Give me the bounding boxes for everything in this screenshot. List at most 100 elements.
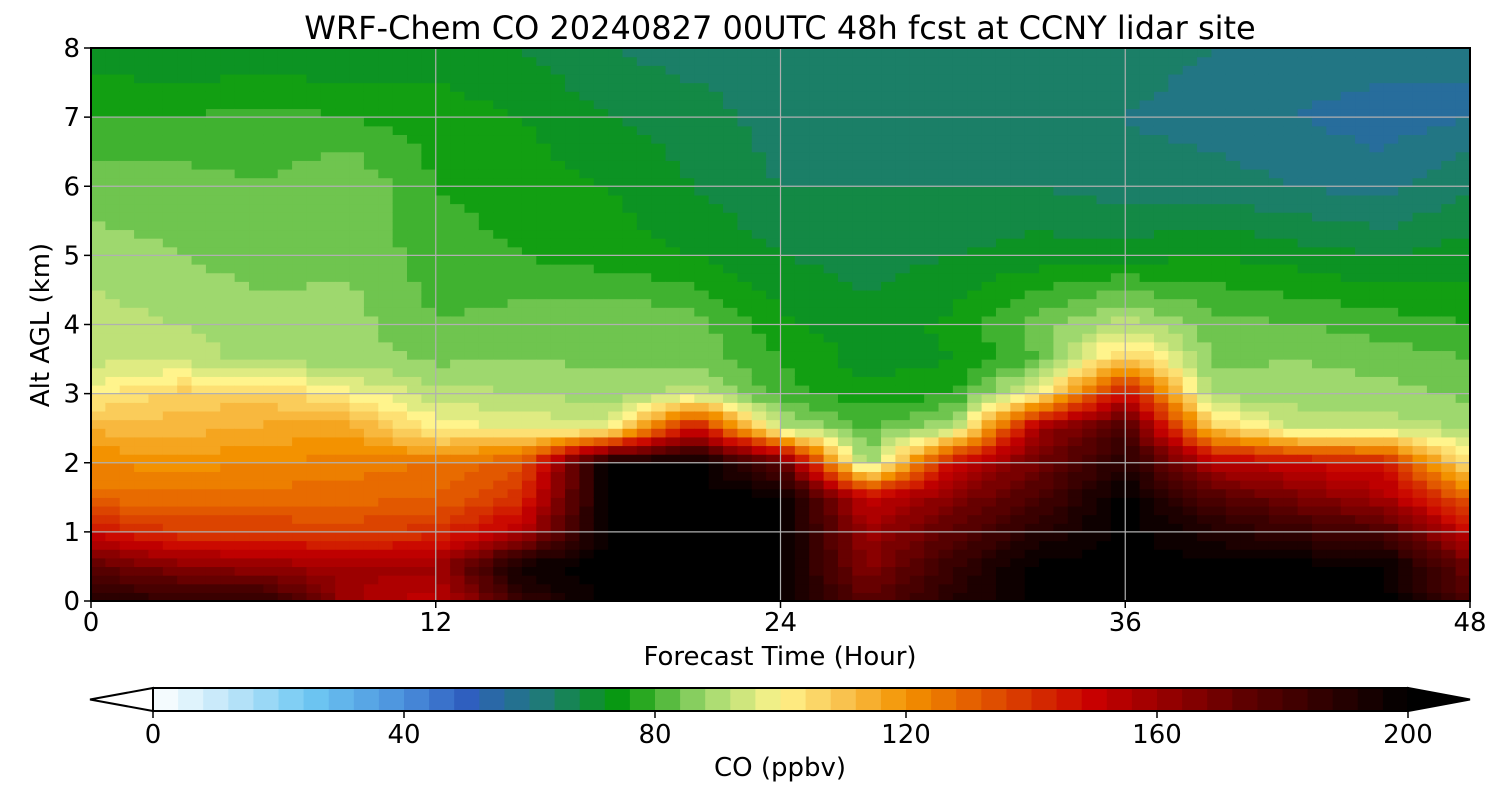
co-cell bbox=[363, 557, 379, 568]
co-cell bbox=[335, 255, 351, 265]
co-cell bbox=[335, 575, 351, 585]
co-cell bbox=[809, 350, 825, 360]
co-cell bbox=[967, 384, 983, 395]
co-cell bbox=[651, 91, 667, 101]
co-cell bbox=[220, 168, 236, 179]
co-cell bbox=[521, 549, 537, 559]
co-cell bbox=[967, 255, 983, 265]
co-cell bbox=[593, 583, 609, 593]
co-cell bbox=[220, 540, 236, 550]
co-cell bbox=[995, 108, 1011, 118]
co-cell bbox=[550, 367, 566, 377]
co-cell bbox=[1067, 436, 1083, 447]
co-cell bbox=[881, 505, 897, 516]
co-cell bbox=[478, 99, 494, 110]
co-cell bbox=[694, 238, 710, 248]
co-cell bbox=[952, 566, 968, 576]
co-cell bbox=[895, 134, 911, 144]
co-cell bbox=[220, 246, 236, 256]
co-cell bbox=[909, 384, 925, 395]
co-cell bbox=[1110, 359, 1126, 369]
co-cell bbox=[464, 531, 480, 542]
co-cell bbox=[952, 428, 968, 438]
co-cell bbox=[608, 324, 624, 334]
co-cell bbox=[306, 117, 322, 127]
co-cell bbox=[852, 194, 868, 205]
co-cell bbox=[1096, 160, 1112, 170]
co-cell bbox=[335, 143, 351, 153]
co-cell bbox=[349, 462, 365, 472]
co-cell bbox=[450, 108, 466, 118]
co-cell bbox=[751, 436, 767, 447]
co-cell bbox=[162, 566, 178, 576]
co-cell bbox=[1125, 203, 1141, 213]
co-cell bbox=[148, 255, 164, 265]
co-cell bbox=[622, 48, 638, 58]
co-cell bbox=[392, 65, 408, 75]
co-cell bbox=[249, 212, 264, 222]
co-cell bbox=[493, 134, 509, 144]
co-cell bbox=[1082, 151, 1098, 161]
co-cell bbox=[550, 229, 566, 239]
co-cell bbox=[622, 289, 638, 300]
co-cell bbox=[249, 454, 264, 464]
co-cell bbox=[694, 264, 710, 274]
co-cell bbox=[105, 186, 121, 196]
co-cell bbox=[952, 592, 968, 602]
co-cell bbox=[1182, 583, 1198, 593]
co-cell bbox=[421, 402, 437, 412]
co-cell bbox=[909, 117, 925, 127]
co-cell bbox=[723, 99, 738, 110]
co-cell bbox=[694, 359, 710, 369]
co-cell bbox=[766, 341, 782, 352]
co-cell bbox=[967, 341, 983, 352]
co-cell bbox=[579, 134, 595, 144]
co-cell bbox=[450, 531, 466, 542]
co-cell bbox=[593, 480, 609, 490]
co-cell bbox=[421, 65, 437, 75]
co-cell bbox=[938, 194, 954, 205]
co-cell bbox=[1024, 367, 1040, 377]
co-cell bbox=[407, 350, 422, 360]
co-cell bbox=[794, 384, 810, 395]
co-cell bbox=[421, 48, 437, 58]
co-cell bbox=[220, 471, 236, 481]
co-cell bbox=[837, 134, 853, 144]
co-cell bbox=[608, 367, 624, 377]
co-cell bbox=[737, 203, 753, 213]
co-cell bbox=[335, 324, 351, 334]
co-cell bbox=[1053, 212, 1069, 222]
co-cell bbox=[493, 255, 509, 265]
co-cell bbox=[1053, 246, 1069, 256]
co-cell bbox=[1053, 82, 1069, 92]
co-cell bbox=[837, 480, 853, 490]
co-cell bbox=[1168, 540, 1184, 550]
co-cell bbox=[119, 177, 135, 187]
co-cell bbox=[751, 82, 767, 92]
co-cell bbox=[134, 307, 150, 317]
co-cell bbox=[967, 592, 983, 602]
co-cell bbox=[723, 531, 738, 542]
co-cell bbox=[148, 497, 164, 507]
co-cell bbox=[665, 583, 681, 593]
co-cell bbox=[665, 264, 681, 274]
co-cell bbox=[1110, 393, 1126, 403]
co-cell bbox=[320, 454, 336, 464]
co-cell bbox=[593, 298, 609, 308]
co-cell bbox=[608, 229, 624, 239]
co-cell bbox=[723, 82, 738, 92]
co-cell bbox=[1197, 229, 1213, 239]
co-cell bbox=[794, 445, 810, 455]
co-cell bbox=[249, 410, 264, 421]
co-cell bbox=[392, 91, 408, 101]
co-cell bbox=[435, 367, 451, 377]
co-cell bbox=[378, 583, 394, 593]
co-cell bbox=[435, 549, 451, 559]
co-cell bbox=[837, 531, 853, 542]
co-cell bbox=[349, 393, 365, 403]
co-cell bbox=[205, 168, 221, 179]
co-cell bbox=[608, 186, 624, 196]
co-cell bbox=[536, 462, 552, 472]
co-cell bbox=[751, 212, 767, 222]
co-cell bbox=[407, 160, 422, 170]
